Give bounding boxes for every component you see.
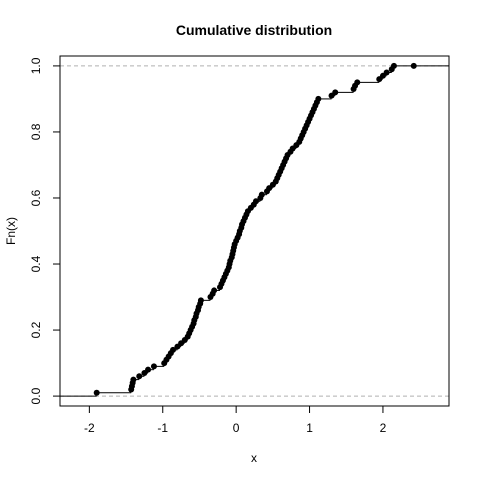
data-point	[197, 297, 204, 304]
y-tick-label: 0.6	[29, 189, 43, 206]
data-point	[354, 79, 361, 86]
x-axis: -2 -1 0 1 2	[84, 406, 387, 435]
data-point	[145, 366, 152, 373]
y-tick-label: 0.0	[29, 387, 43, 404]
chart-title: Cumulative distribution	[176, 22, 332, 38]
data-point	[170, 346, 177, 353]
data-point	[258, 191, 265, 198]
plot-frame	[59, 55, 450, 407]
x-tick-label: 2	[380, 421, 387, 435]
data-point	[332, 89, 339, 96]
y-tick-label: 0.8	[29, 123, 43, 140]
data-point	[410, 62, 417, 69]
data-point	[136, 373, 143, 380]
data-point	[130, 376, 137, 383]
data-point	[93, 389, 100, 396]
data-point	[390, 62, 397, 69]
y-tick-label: 0.4	[29, 255, 43, 272]
data-point	[315, 95, 322, 102]
x-tick-label: -2	[84, 421, 95, 435]
x-tick-label: 1	[306, 421, 313, 435]
y-tick-label: 1.0	[29, 57, 43, 74]
x-tick-label: -1	[157, 421, 168, 435]
y-axis: 0.0 0.2 0.4 0.6 0.8 1.0	[29, 57, 60, 404]
x-axis-title: x	[251, 451, 257, 465]
data-point	[252, 198, 259, 205]
data-point	[150, 363, 157, 370]
y-tick-label: 0.2	[29, 321, 43, 338]
data-point	[211, 287, 218, 294]
y-axis-title: Fn(x)	[4, 217, 18, 245]
x-tick-label: 0	[233, 421, 240, 435]
data-point	[383, 69, 390, 76]
